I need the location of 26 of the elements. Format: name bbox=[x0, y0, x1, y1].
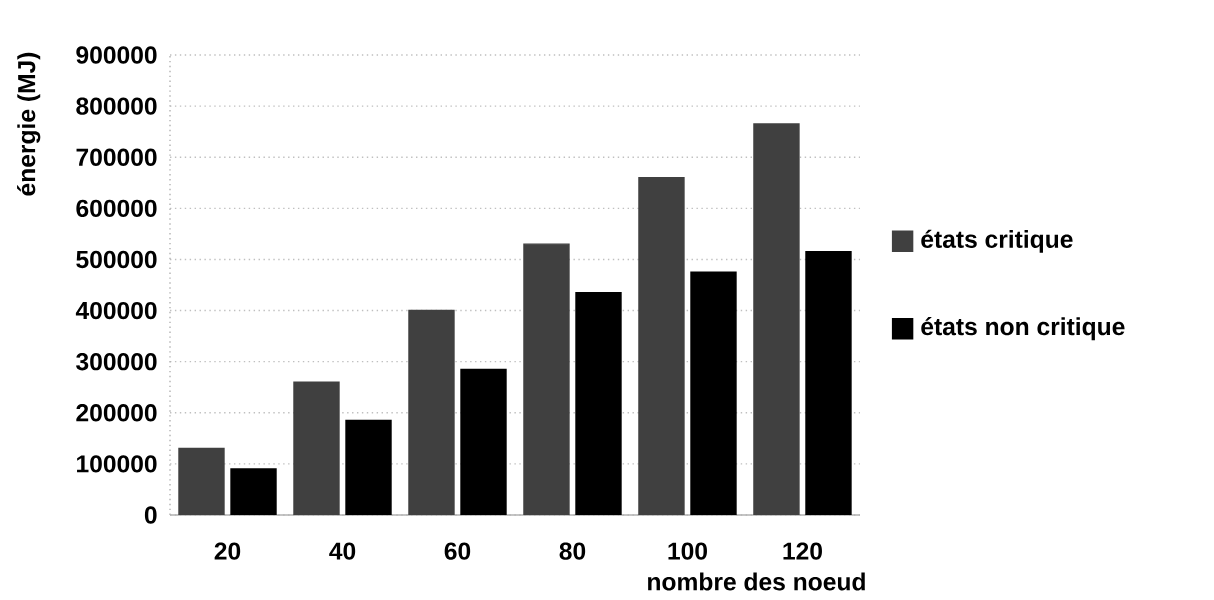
bar bbox=[575, 291, 622, 515]
legend-label: états critique bbox=[921, 229, 1073, 253]
y-tick-label: 200000 bbox=[76, 404, 157, 422]
y-tick-label: 900000 bbox=[76, 46, 157, 64]
legend-label: états non critique bbox=[921, 317, 1125, 341]
x-tick-label: 100 bbox=[668, 542, 707, 560]
y-tick-label: 0 bbox=[144, 506, 157, 524]
y-tick-label: 700000 bbox=[76, 148, 157, 166]
x-tick-label: 80 bbox=[559, 542, 586, 560]
bar bbox=[460, 368, 507, 515]
y-tick-label: 100000 bbox=[77, 455, 157, 473]
y-tick-label: 300000 bbox=[76, 352, 157, 371]
bar bbox=[690, 271, 737, 515]
y-axis-title: énergie (MJ) bbox=[17, 52, 41, 196]
y-tick-label: 600000 bbox=[76, 199, 157, 218]
x-tick-label: 120 bbox=[783, 542, 822, 560]
bar bbox=[345, 419, 392, 515]
x-tick-label: 40 bbox=[329, 542, 356, 560]
bar bbox=[230, 468, 277, 515]
bar bbox=[805, 251, 852, 515]
y-tick-label: 400000 bbox=[75, 301, 157, 320]
y-tick-label: 500000 bbox=[76, 250, 157, 269]
x-tick-label: 20 bbox=[214, 542, 241, 560]
y-tick-label: 800000 bbox=[76, 97, 157, 115]
x-axis-title: nombre des noeud bbox=[648, 572, 865, 591]
x-tick-label: 60 bbox=[444, 542, 471, 560]
